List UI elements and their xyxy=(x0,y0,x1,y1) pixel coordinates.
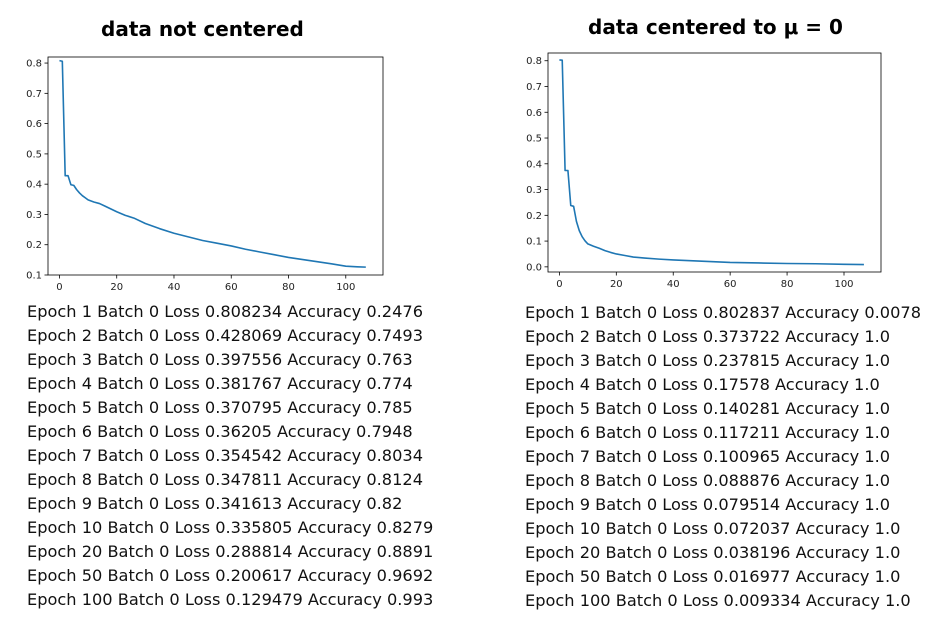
log-line: Epoch 3 Batch 0 Loss 0.237815 Accuracy 1… xyxy=(525,351,891,370)
log-line: Epoch 9 Batch 0 Loss 0.341613 Accuracy 0… xyxy=(27,494,403,513)
x-tick-label: 100 xyxy=(834,279,853,290)
log-line: Epoch 50 Batch 0 Loss 0.016977 Accuracy … xyxy=(525,567,901,586)
y-tick-label: 0.7 xyxy=(26,89,42,100)
log-line: Epoch 10 Batch 0 Loss 0.072037 Accuracy … xyxy=(525,519,901,538)
y-tick-label: 0.7 xyxy=(526,82,542,93)
loss-chart-centered: 0 20 40 60 80 100 0.0 0.1 0.2 0.3 0.4 0.5 0.6 0.7 0.8 xyxy=(526,52,882,290)
log-line: Epoch 6 Batch 0 Loss 0.117211 Accuracy 1… xyxy=(525,423,891,442)
log-line: Epoch 1 Batch 0 Loss 0.808234 Accuracy 0… xyxy=(27,302,424,321)
log-line: Epoch 2 Batch 0 Loss 0.428069 Accuracy 0… xyxy=(27,326,424,345)
y-tick-label: 0.1 xyxy=(526,237,542,248)
plot-frame xyxy=(547,52,882,273)
log-line: Epoch 5 Batch 0 Loss 0.370795 Accuracy 0… xyxy=(27,398,413,417)
log-line: Epoch 10 Batch 0 Loss 0.335805 Accuracy … xyxy=(27,518,434,537)
y-tick-label: 0.8 xyxy=(26,59,42,70)
log-line: Epoch 3 Batch 0 Loss 0.397556 Accuracy 0… xyxy=(27,350,413,369)
log-line: Epoch 7 Batch 0 Loss 0.100965 Accuracy 1… xyxy=(525,447,891,466)
loss-series-line xyxy=(59,59,366,268)
log-line: Epoch 4 Batch 0 Loss 0.17578 Accuracy 1.… xyxy=(525,375,880,394)
log-line: Epoch 20 Batch 0 Loss 0.038196 Accuracy … xyxy=(525,543,901,562)
y-tick-label: 0.4 xyxy=(526,159,542,170)
x-tick-label: 0 xyxy=(56,282,62,293)
x-tick-label: 60 xyxy=(724,279,737,290)
loss-series-line xyxy=(559,59,864,266)
log-line: Epoch 9 Batch 0 Loss 0.079514 Accuracy 1… xyxy=(525,495,891,514)
log-line: Epoch 8 Batch 0 Loss 0.088876 Accuracy 1… xyxy=(525,471,891,490)
y-tick-label: 0.6 xyxy=(26,119,42,130)
log-list-centered: Epoch 1 Batch 0 Loss 0.802837 Accuracy 0… xyxy=(525,301,921,613)
x-tick-label: 60 xyxy=(225,282,238,293)
plot-frame xyxy=(47,56,384,276)
log-line: Epoch 2 Batch 0 Loss 0.373722 Accuracy 1… xyxy=(525,327,891,346)
y-tick-label: 0.8 xyxy=(526,56,542,67)
log-line: Epoch 50 Batch 0 Loss 0.200617 Accuracy … xyxy=(27,566,434,585)
log-line: Epoch 1 Batch 0 Loss 0.802837 Accuracy 0… xyxy=(525,303,922,322)
y-tick-label: 0.2 xyxy=(526,211,542,222)
log-line: Epoch 8 Batch 0 Loss 0.347811 Accuracy 0… xyxy=(27,470,424,489)
log-line: Epoch 7 Batch 0 Loss 0.354542 Accuracy 0… xyxy=(27,446,424,465)
x-tick-label: 80 xyxy=(282,282,295,293)
x-tick-label: 40 xyxy=(168,282,181,293)
x-tick-label: 20 xyxy=(610,279,623,290)
log-line: Epoch 5 Batch 0 Loss 0.140281 Accuracy 1… xyxy=(525,399,891,418)
log-line: Epoch 4 Batch 0 Loss 0.381767 Accuracy 0… xyxy=(27,374,413,393)
loss-chart-not-centered: 0 20 40 60 80 100 0.1 0.2 0.3 0.4 0.5 0.6 0.7 0.8 xyxy=(26,56,384,293)
y-tick-label: 0.5 xyxy=(526,134,542,145)
y-tick-label: 0.3 xyxy=(26,210,42,221)
y-tick-label: 0.0 xyxy=(526,262,542,273)
x-tick-label: 80 xyxy=(781,279,794,290)
x-tick-label: 20 xyxy=(110,282,123,293)
x-tick-label: 0 xyxy=(556,279,562,290)
log-line: Epoch 100 Batch 0 Loss 0.009334 Accuracy… xyxy=(525,591,911,610)
y-tick-label: 0.1 xyxy=(26,271,42,282)
y-tick-label: 0.5 xyxy=(26,149,42,160)
y-tick-label: 0.4 xyxy=(26,180,42,191)
x-tick-label: 40 xyxy=(667,279,680,290)
y-tick-label: 0.3 xyxy=(526,185,542,196)
log-line: Epoch 100 Batch 0 Loss 0.129479 Accuracy… xyxy=(27,590,434,609)
log-line: Epoch 20 Batch 0 Loss 0.288814 Accuracy … xyxy=(27,542,434,561)
y-tick-label: 0.6 xyxy=(526,108,542,119)
chart-title-not-centered: data not centered xyxy=(101,17,304,41)
log-list-not-centered: Epoch 1 Batch 0 Loss 0.808234 Accuracy 0… xyxy=(27,300,433,612)
y-tick-label: 0.2 xyxy=(26,240,42,251)
chart-title-centered: data centered to μ = 0 xyxy=(588,15,843,39)
log-line: Epoch 6 Batch 0 Loss 0.36205 Accuracy 0.… xyxy=(27,422,413,441)
x-tick-label: 100 xyxy=(336,282,355,293)
